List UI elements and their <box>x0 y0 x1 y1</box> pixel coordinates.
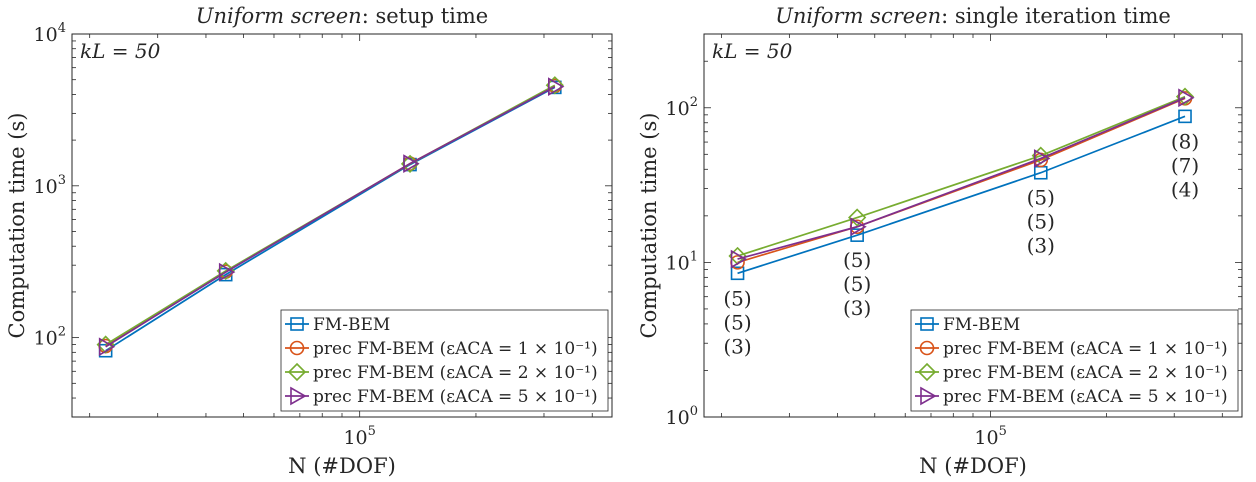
data-point <box>1178 88 1195 108</box>
legend: FM-BEM prec FM-BEM (εACA = 1 × 10⁻¹) prec … <box>910 309 1239 412</box>
chart-panel-1: 102 103 104 105 Uniform screen: setup time kL… <box>5 4 613 478</box>
series-line-1 <box>737 115 1186 275</box>
data-point <box>730 266 745 281</box>
legend-label: FM-BEM <box>313 315 390 335</box>
y-axis-label: Computation time (s) <box>5 113 29 339</box>
legend-box <box>910 309 1239 412</box>
data-point <box>548 77 565 97</box>
legend-marker <box>290 317 304 331</box>
x-tick-label: 105 <box>974 424 1006 449</box>
y-tick-label: 101 <box>666 249 698 274</box>
legend-marker <box>287 362 307 382</box>
data-point <box>98 337 116 357</box>
legend-label: FM-BEM <box>943 315 1020 335</box>
legend-marker <box>290 386 307 406</box>
legend-marker <box>289 340 305 356</box>
legend-marker <box>917 362 937 382</box>
iteration-count-label: (5) <box>723 286 751 310</box>
legend-label: prec FM-BEM (εACA = 5 × 10⁻¹) <box>313 387 598 407</box>
chart-panel-2: 100 101 102 105 Uniform screen: single itera… <box>637 4 1243 478</box>
iteration-count-label: (5) <box>843 272 871 296</box>
y-tick-label: 102 <box>666 95 698 120</box>
x-axis-label: N (#DOF) <box>288 454 396 478</box>
legend-box <box>280 309 609 412</box>
iteration-count-label: (8) <box>1171 129 1199 153</box>
data-point <box>848 208 867 227</box>
x-axis-label: N (#DOF) <box>919 454 1027 478</box>
y-tick-label: 100 <box>666 404 698 429</box>
series-line-3 <box>737 95 1186 257</box>
data-point <box>1178 109 1192 124</box>
chart-title: Uniform screen: setup time <box>196 4 489 28</box>
y-tick-label: 104 <box>34 21 66 46</box>
data-point <box>1033 149 1051 168</box>
iteration-count-label: (5) <box>1027 186 1055 210</box>
iteration-count-label: (3) <box>843 296 871 320</box>
series-line-4 <box>105 85 556 348</box>
legend-label: prec FM-BEM (εACA = 1 × 10⁻¹) <box>313 339 598 359</box>
series-line-4 <box>737 97 1186 260</box>
series-line-2 <box>737 97 1186 264</box>
legend-label: prec FM-BEM (εACA = 2 × 10⁻¹) <box>313 363 598 383</box>
legend-label: prec FM-BEM (εACA = 1 × 10⁻¹) <box>943 339 1228 359</box>
iteration-count-label: (7) <box>1171 153 1199 177</box>
y-tick-label: 102 <box>34 325 66 350</box>
iteration-count-label: (5) <box>843 248 871 272</box>
legend-marker <box>920 317 934 331</box>
iteration-count-label: (4) <box>1171 177 1199 201</box>
legend-label: prec FM-BEM (εACA = 5 × 10⁻¹) <box>943 387 1228 407</box>
data-point <box>218 262 236 282</box>
legend: FM-BEM prec FM-BEM (εACA = 1 × 10⁻¹) prec … <box>280 309 609 412</box>
kl-label: kL = 50 <box>712 39 793 63</box>
data-point <box>403 154 420 174</box>
data-point <box>730 249 748 269</box>
legend-marker <box>920 386 937 406</box>
legend-marker <box>919 340 935 356</box>
y-axis-label: Computation time (s) <box>637 113 661 339</box>
kl-label: kL = 50 <box>80 39 161 63</box>
chart-title: Uniform screen: single iteration time <box>775 4 1171 28</box>
legend-label: prec FM-BEM (εACA = 2 × 10⁻¹) <box>943 363 1228 383</box>
data-point <box>850 217 867 237</box>
iteration-count-label: (3) <box>723 334 751 358</box>
y-tick-label: 103 <box>34 173 66 198</box>
iteration-count-label: (5) <box>1027 210 1055 234</box>
x-tick-label: 105 <box>343 424 375 449</box>
iteration-count-label: (5) <box>723 310 751 334</box>
iteration-count-label: (3) <box>1027 234 1055 258</box>
